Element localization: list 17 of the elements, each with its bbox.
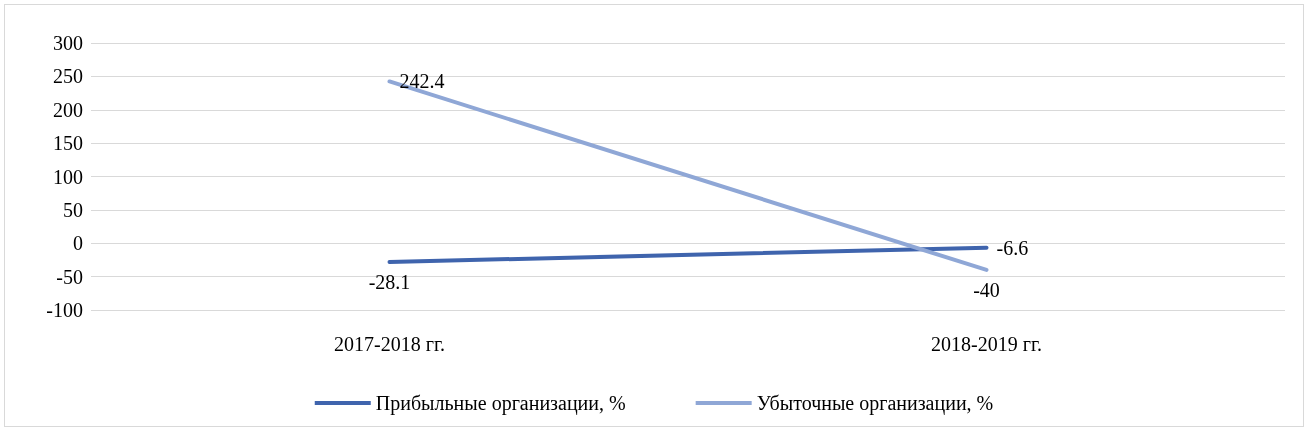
y-tick-label: 300 [53, 32, 83, 54]
data-label: 242.4 [399, 70, 445, 93]
y-tick-label: -100 [46, 299, 83, 321]
y-tick-label: 150 [53, 132, 83, 155]
legend-label: Убыточные организации, % [756, 392, 994, 415]
x-tick-label: 2018-2019 гг. [931, 333, 1042, 355]
legend-label: Прибыльные организации, % [375, 392, 626, 415]
data-label: -6.6 [996, 236, 1029, 259]
y-tick-label: 50 [63, 198, 83, 221]
y-tick-label: 250 [53, 65, 83, 88]
data-label: -40 [973, 278, 1000, 301]
y-tick-label: -50 [56, 265, 83, 288]
x-tick-label: 2017-2018 гг. [334, 333, 445, 355]
y-tick-label: 100 [53, 165, 83, 188]
y-tick-label: 0 [73, 232, 83, 255]
data-label: -28.1 [368, 271, 411, 294]
y-tick-label: 200 [53, 98, 83, 121]
